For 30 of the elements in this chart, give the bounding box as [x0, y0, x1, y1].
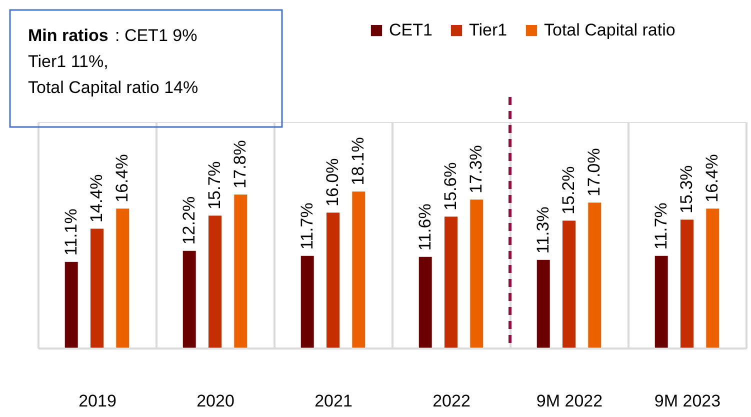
data-label: 15.7%: [205, 161, 224, 210]
legend-label: Tier1: [469, 20, 508, 40]
data-label: 17.8%: [230, 140, 250, 188]
x-tick-label: 9M 2023: [654, 392, 721, 410]
data-label: 15.3%: [677, 165, 696, 214]
x-tick-label: 9M 2022: [536, 392, 603, 410]
x-tick-label: 2022: [432, 392, 470, 410]
data-label: 11.7%: [651, 202, 670, 250]
data-label: 18.1%: [348, 137, 368, 186]
text: Min ratios : CET1 9%: [28, 26, 198, 45]
data-label: 11.3%: [533, 206, 552, 254]
x-tick-label: 2019: [78, 392, 116, 410]
data-label: 17.3%: [466, 145, 486, 194]
data-label: 16.4%: [702, 154, 722, 202]
legend-label: Total Capital ratio: [544, 20, 676, 40]
text: Total Capital ratio 14%: [28, 78, 198, 97]
data-label: 17.0%: [584, 148, 604, 196]
data-label: 16.0%: [323, 158, 342, 206]
data-label: 16.4%: [112, 154, 132, 202]
data-label: 14.4%: [87, 174, 106, 222]
data-label: 11.1%: [61, 208, 80, 256]
data-label: 11.7%: [297, 202, 316, 250]
legend-label: CET1: [389, 20, 432, 40]
data-label: 15.2%: [559, 166, 578, 214]
x-tick-label: 2020: [196, 392, 234, 410]
x-tick-label: 2021: [314, 392, 352, 410]
data-label: 15.6%: [441, 162, 460, 210]
text: Tier1 11%,: [28, 52, 108, 71]
data-label: 11.6%: [415, 204, 434, 251]
data-label: 12.2%: [179, 196, 198, 245]
